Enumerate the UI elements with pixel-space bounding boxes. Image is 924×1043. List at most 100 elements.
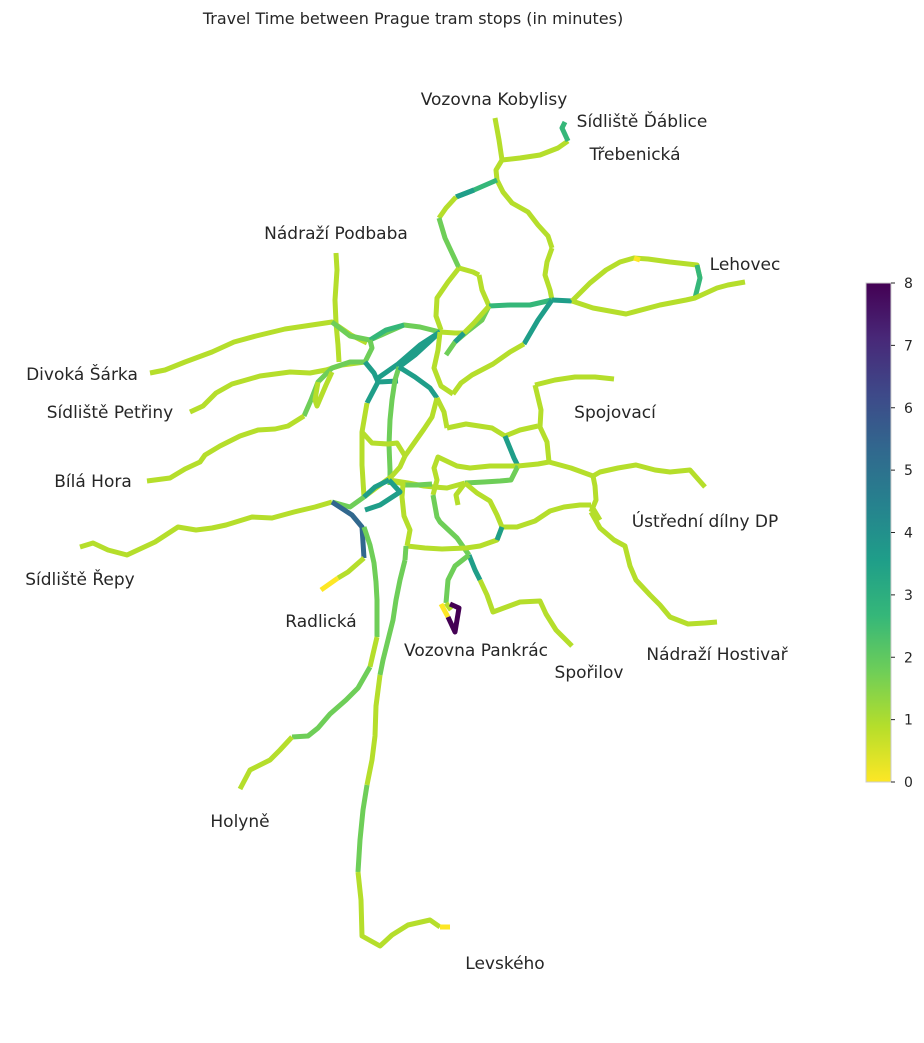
tram-segment: [364, 674, 383, 786]
tram-segment: [386, 366, 402, 485]
tram-segment: [494, 526, 505, 541]
tram-segment: [463, 481, 505, 528]
colorbar-tick-label: 0: [904, 775, 913, 791]
tram-segment: [455, 187, 475, 200]
tram-segment: [430, 494, 472, 557]
tram-segment: [397, 364, 440, 400]
tram-segment: [534, 374, 615, 388]
tram-segment: [588, 503, 603, 522]
colorbar-tick-label: 1: [904, 713, 913, 729]
tram-segment: [364, 380, 381, 405]
tram-segment: [336, 556, 366, 581]
tram-segment: [517, 459, 550, 469]
tram-segment: [438, 602, 451, 619]
tram-segment: [431, 331, 455, 397]
stop-label: Sídliště Řepy: [25, 568, 135, 590]
tram-segment: [542, 247, 555, 301]
tram-segment: [443, 553, 471, 604]
tram-segment: [445, 601, 462, 635]
tram-segment: [79, 499, 333, 558]
colorbar-tick-label: 3: [904, 588, 913, 604]
tram-segment: [402, 545, 409, 561]
tram-segment: [692, 264, 703, 299]
tram-segment: [367, 636, 380, 668]
tram-segment: [361, 526, 380, 637]
stop-label: Nádraží Hostivař: [646, 645, 788, 665]
tram-segment: [355, 784, 370, 873]
tram-segment: [319, 575, 340, 593]
tram-segment: [402, 397, 440, 458]
tram-segment: [532, 384, 552, 463]
tram-segment: [397, 330, 442, 369]
tram-segment: [237, 735, 294, 791]
tram-segment: [559, 120, 571, 143]
tram-segment: [291, 665, 373, 740]
colorbar-tick-label: 2: [904, 650, 913, 666]
stop-labels: Vozovna Kobylisy Sídliště Ďáblice Třebenic…: [25, 90, 788, 974]
tram-segment: [453, 331, 466, 344]
map-title: Travel Time between Prague tram stops (i…: [202, 9, 623, 28]
stop-label: Vozovna Pankrác: [404, 641, 548, 661]
tram-segment: [301, 359, 365, 418]
colorbar-tick-label: 8: [904, 276, 913, 292]
tram-segment: [488, 297, 553, 309]
tram-segment: [434, 396, 450, 429]
tram-segment: [633, 255, 641, 263]
tram-segment: [362, 339, 375, 364]
colorbar: 0 1 2 3 4 5 6 7 8: [865, 276, 913, 791]
tram-segment: [501, 138, 570, 163]
colorbar-ticks: 0 1 2 3 4 5 6 7 8: [891, 276, 913, 791]
tram-segment: [571, 279, 746, 317]
stop-label: Lehovec: [710, 255, 781, 275]
tram-segment: [494, 178, 555, 249]
colorbar-tick-label: 5: [904, 463, 913, 479]
tram-segment: [493, 158, 505, 181]
stop-label: Spojovací: [574, 403, 657, 423]
tram-segment: [502, 435, 521, 468]
tram-segment: [359, 402, 370, 498]
tram-segment: [453, 481, 467, 506]
tram-segment: [360, 430, 408, 458]
tram-segment: [477, 578, 574, 648]
stop-label: Levského: [465, 954, 544, 974]
tram-segment: [188, 359, 366, 415]
tram-segment: [433, 266, 461, 331]
colorbar-tick-label: 7: [904, 338, 913, 354]
tram-segment: [368, 322, 405, 343]
colorbar-tick-label: 6: [904, 401, 913, 417]
tram-segment: [362, 477, 391, 499]
stop-label: Bílá Hora: [54, 472, 132, 492]
stop-label: Divoká Šárka: [26, 363, 138, 385]
tram-segment: [476, 274, 492, 308]
stop-label: Holyně: [210, 812, 269, 832]
tram-segment: [436, 217, 462, 270]
tram-segment: [466, 554, 483, 582]
colorbar-tick-label: 4: [904, 526, 913, 542]
tram-segment: [492, 117, 505, 161]
tram-segment: [570, 255, 703, 303]
tram-segment: [377, 559, 408, 676]
stop-label: Radlická: [285, 612, 356, 632]
tram-segment: [388, 477, 413, 547]
tram-segment: [405, 481, 433, 488]
tram-segment: [330, 320, 371, 343]
tram-segment: [436, 195, 458, 220]
stop-label: Sídliště Petřiny: [47, 403, 173, 423]
stop-label: Nádraží Podbaba: [264, 224, 408, 244]
tram-segment: [443, 601, 454, 612]
tram-segment: [588, 510, 718, 627]
tram-segment: [551, 297, 573, 304]
tram-segment: [450, 341, 526, 396]
tram-segment: [464, 464, 521, 486]
tram-segment: [446, 421, 539, 439]
stop-label: Třebenická: [588, 145, 680, 165]
tram-segment: [330, 499, 367, 559]
stop-label: Ústřední dílny DP: [632, 510, 779, 532]
tram-edges: [79, 117, 746, 949]
tram-segment: [312, 370, 335, 409]
tram-segment: [430, 454, 518, 496]
tram-segment: [146, 413, 306, 484]
tram-segment: [521, 298, 555, 346]
stop-label: Vozovna Kobylisy: [421, 90, 568, 110]
